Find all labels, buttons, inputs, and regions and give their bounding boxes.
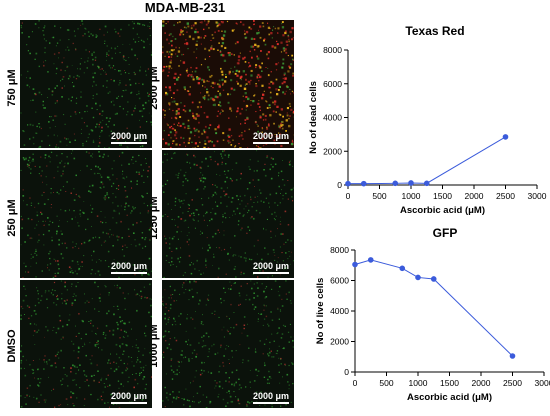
scale-bar: 2000 μm [252, 391, 289, 404]
chart-texas-red: 0 500 1000 1500 2000 2500 3000 0 2000 4000 6000 800… [308, 45, 547, 215]
y-axis-label: No of live cells [315, 278, 326, 345]
data-point [352, 261, 358, 268]
cell-fluorescence [162, 280, 294, 408]
data-point [509, 353, 516, 359]
data-point [399, 265, 406, 272]
y-tick-label: 2000 [330, 337, 349, 347]
scale-bar: 2000 μm [110, 391, 147, 404]
data-point [430, 276, 437, 282]
y-tick-label: 6000 [330, 276, 349, 286]
micrograph-dmso: 2000 μm [20, 280, 152, 408]
x-tick-label: 1500 [433, 191, 452, 201]
scale-bar: 2000 μm [252, 131, 289, 144]
panel-label-250: 250 μM [6, 199, 18, 237]
data-point [392, 180, 399, 187]
y-tick-label: 8000 [330, 245, 349, 255]
micrograph-1000: 2000 μm [162, 280, 294, 408]
x-tick-label: 2500 [496, 191, 515, 201]
data-point [345, 180, 351, 187]
y-tick-label: 0 [337, 180, 342, 190]
y-tick-label: 8000 [323, 45, 342, 55]
micrograph-750: 2000 μm [20, 20, 152, 148]
scale-bar: 2000 μm [110, 131, 147, 144]
cell-fluorescence [20, 150, 152, 278]
y-tick-label: 0 [344, 367, 349, 377]
y-tick-label: 6000 [323, 79, 342, 89]
cell-fluorescence [162, 150, 294, 278]
data-point [408, 180, 414, 186]
series-line [348, 136, 506, 185]
cell-fluorescence [20, 20, 152, 148]
series-line [354, 259, 513, 357]
figure-title: MDA-MB-231 [144, 0, 226, 15]
x-tick-label: 1500 [440, 378, 459, 388]
data-point [367, 257, 374, 263]
x-tick-label: 3000 [535, 378, 550, 388]
micrograph-1250: 2000 μm [162, 150, 294, 278]
y-tick-label: 4000 [323, 113, 342, 123]
panel-label-750: 750 μM [6, 69, 18, 107]
x-tick-label: 500 [372, 191, 386, 201]
x-tick-label: 0 [353, 378, 358, 388]
x-axis-label: Ascorbic acid (μM) [407, 392, 492, 403]
y-tick-label: 4000 [330, 306, 349, 316]
data-point [502, 134, 509, 140]
cell-fluorescence [162, 20, 294, 148]
chart-title-texas-red: Texas Red [405, 24, 465, 38]
x-tick-label: 1000 [409, 378, 428, 388]
chart-title-gfp: GFP [432, 226, 458, 240]
micrograph-250: 2000 μm [20, 150, 152, 278]
x-axis-label: Ascorbic acid (μM) [400, 205, 485, 215]
data-point [415, 274, 421, 281]
data-point [423, 180, 430, 187]
x-tick-label: 0 [346, 191, 351, 201]
scale-bar: 2000 μm [110, 261, 147, 274]
x-tick-label: 2000 [472, 378, 491, 388]
x-tick-label: 1000 [402, 191, 421, 201]
x-tick-label: 2000 [465, 191, 484, 201]
micrograph-2500: 2000 μm [162, 20, 294, 148]
cell-fluorescence [20, 280, 152, 408]
x-tick-label: 3000 [528, 191, 547, 201]
data-point [360, 180, 367, 187]
x-tick-label: 2500 [503, 378, 522, 388]
y-tick-label: 2000 [323, 146, 342, 156]
scale-bar: 2000 μm [252, 261, 289, 274]
panel-label-dmso: DMSO [6, 329, 18, 363]
x-tick-label: 500 [379, 378, 393, 388]
y-axis-label: No of dead cells [308, 81, 319, 154]
chart-gfp: 0 500 1000 1500 2000 2500 3000 0 2000 4000 6000 800… [315, 245, 550, 403]
